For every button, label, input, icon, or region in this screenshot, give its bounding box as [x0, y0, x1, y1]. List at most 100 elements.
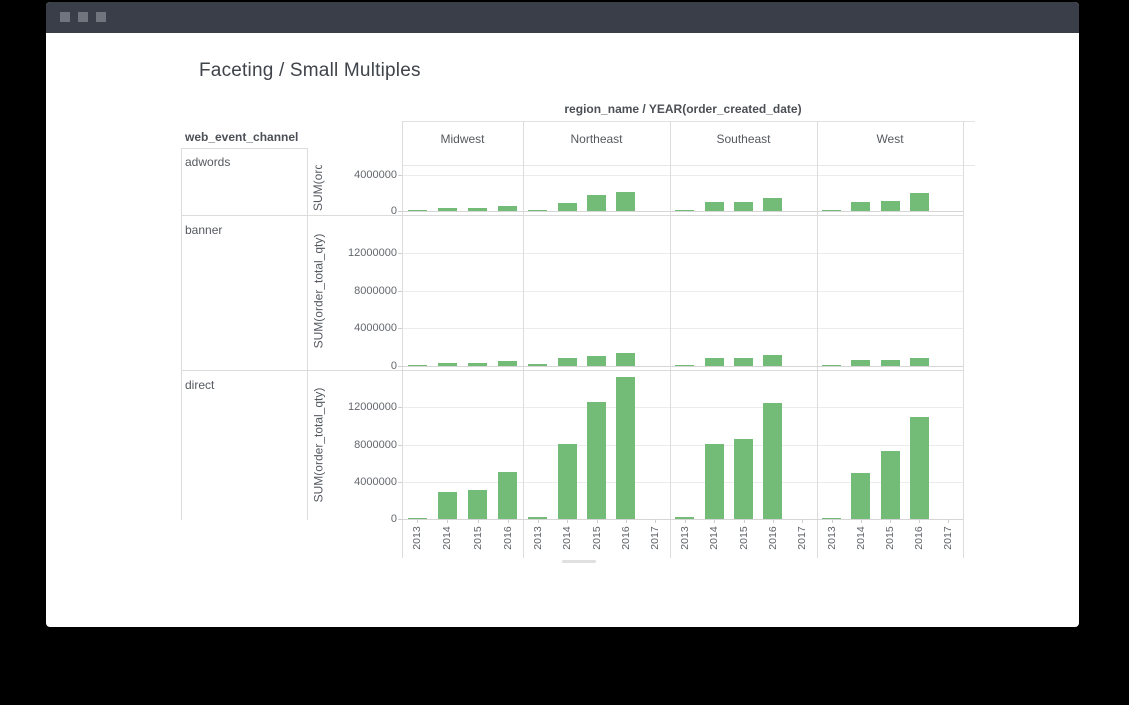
bar-direct-West-2013[interactable]	[822, 518, 841, 519]
facet-border-line	[181, 148, 307, 149]
bar-adwords-Midwest-2013[interactable]	[408, 210, 427, 211]
bar-direct-Midwest-2013[interactable]	[408, 518, 427, 519]
bar-banner-Midwest-2013[interactable]	[408, 365, 427, 366]
y-tick-mark	[398, 253, 402, 254]
bar-adwords-West-2014[interactable]	[851, 202, 870, 211]
facet-column-header: Midwest	[440, 132, 485, 146]
facet-column-header: West	[876, 132, 904, 146]
bar-direct-Southeast-2015[interactable]	[734, 439, 753, 519]
x-tick-label: 2016	[767, 526, 779, 550]
facet-border-line	[670, 121, 671, 558]
bar-adwords-Southeast-2016[interactable]	[763, 198, 782, 211]
bar-banner-Midwest-2015[interactable]	[468, 363, 487, 366]
y-gridline	[818, 253, 963, 254]
bar-adwords-Northeast-2014[interactable]	[558, 203, 577, 211]
bar-banner-West-2016[interactable]	[910, 358, 929, 366]
bar-direct-Southeast-2016[interactable]	[763, 403, 782, 519]
scroll-indicator[interactable]	[562, 560, 596, 563]
y-axis-title: SUM(order_total_qty)	[311, 387, 325, 502]
page-title: Faceting / Small Multiples	[199, 60, 421, 81]
facet-column-header: Northeast	[570, 132, 623, 146]
bar-banner-Midwest-2014[interactable]	[438, 363, 457, 366]
bar-adwords-Northeast-2015[interactable]	[587, 195, 606, 211]
bar-banner-West-2014[interactable]	[851, 360, 870, 366]
bar-adwords-West-2013[interactable]	[822, 210, 841, 211]
facet-column-title: region_name / YEAR(order_created_date)	[564, 102, 802, 116]
y-axis-title: SUM(order_total_qty)	[311, 233, 325, 348]
bar-banner-West-2015[interactable]	[881, 360, 900, 366]
bar-adwords-Southeast-2015[interactable]	[734, 202, 753, 211]
facet-border-line	[181, 148, 182, 520]
bar-banner-Northeast-2013[interactable]	[528, 364, 547, 366]
bar-direct-Southeast-2013[interactable]	[675, 517, 694, 519]
bar-banner-Midwest-2016[interactable]	[498, 361, 517, 366]
bar-banner-Southeast-2014[interactable]	[705, 358, 724, 366]
y-gridline	[671, 407, 817, 408]
y-tick-label: 0	[390, 205, 397, 217]
bar-direct-Northeast-2013[interactable]	[528, 517, 547, 519]
bar-direct-Midwest-2016[interactable]	[498, 472, 517, 519]
bar-adwords-Southeast-2013[interactable]	[675, 210, 694, 211]
bar-direct-Southeast-2014[interactable]	[705, 444, 724, 519]
x-axis-line	[402, 366, 963, 367]
bar-direct-West-2014[interactable]	[851, 473, 870, 519]
bar-adwords-Midwest-2016[interactable]	[498, 206, 517, 211]
bar-direct-Midwest-2015[interactable]	[468, 490, 487, 519]
bar-adwords-Northeast-2016[interactable]	[616, 192, 635, 211]
bar-adwords-Midwest-2015[interactable]	[468, 208, 487, 211]
facet-column-header: Southeast	[716, 132, 771, 146]
y-tick-label: 0	[390, 360, 397, 372]
bar-direct-Northeast-2015[interactable]	[587, 402, 606, 519]
bar-banner-Southeast-2013[interactable]	[675, 365, 694, 366]
facet-border-line	[963, 121, 964, 558]
titlebar[interactable]	[46, 2, 1079, 33]
x-tick-mark	[508, 519, 509, 523]
menu-square-3-icon[interactable]	[96, 12, 106, 22]
bar-adwords-Midwest-2014[interactable]	[438, 208, 457, 211]
facet-row-title: web_event_channel	[185, 130, 299, 144]
x-tick-label: 2014	[441, 526, 453, 550]
x-tick-mark	[567, 519, 568, 523]
x-tick-mark	[948, 519, 949, 523]
bar-adwords-Southeast-2014[interactable]	[705, 202, 724, 211]
bar-direct-West-2015[interactable]	[881, 451, 900, 519]
clipped-next-panel: 2013	[964, 521, 975, 557]
bar-banner-West-2013[interactable]	[822, 365, 841, 366]
bar-adwords-West-2015[interactable]	[881, 201, 900, 211]
bar-direct-Northeast-2016[interactable]	[616, 377, 635, 519]
y-gridline	[818, 175, 963, 176]
app-window	[46, 2, 1079, 627]
x-tick-mark	[714, 519, 715, 523]
bar-banner-Northeast-2016[interactable]	[616, 353, 635, 366]
facet-row-label: direct	[185, 378, 215, 392]
y-gridline	[671, 291, 817, 292]
menu-square-1-icon[interactable]	[60, 12, 70, 22]
bar-direct-West-2016[interactable]	[910, 417, 929, 519]
x-tick-mark	[861, 519, 862, 523]
y-gridline	[671, 253, 817, 254]
bar-adwords-West-2016[interactable]	[910, 193, 929, 211]
bar-direct-Northeast-2014[interactable]	[558, 444, 577, 519]
x-tick-mark	[597, 519, 598, 523]
y-tick-mark	[398, 211, 402, 212]
bar-adwords-Northeast-2013[interactable]	[528, 210, 547, 211]
bar-banner-Northeast-2014[interactable]	[558, 358, 577, 366]
x-axis-line	[402, 519, 963, 520]
y-tick-mark	[398, 482, 402, 483]
x-tick-label: 2014	[855, 526, 867, 550]
bar-banner-Southeast-2016[interactable]	[763, 355, 782, 366]
x-tick-label: 2015	[738, 526, 750, 550]
menu-square-2-icon[interactable]	[78, 12, 88, 22]
x-tick-label: 2014	[708, 526, 720, 550]
facet-row-label: adwords	[185, 155, 231, 169]
facet-border-line	[402, 165, 975, 166]
x-tick-label: 2017	[796, 526, 808, 550]
bar-banner-Southeast-2015[interactable]	[734, 358, 753, 366]
bar-direct-Midwest-2014[interactable]	[438, 492, 457, 519]
y-tick-label: 12000000	[348, 247, 397, 259]
x-tick-mark	[417, 519, 418, 523]
x-tick-label: 2013	[826, 526, 838, 550]
bar-banner-Northeast-2015[interactable]	[587, 356, 606, 366]
x-tick-label: 2015	[591, 526, 603, 550]
y-gridline	[671, 328, 817, 329]
